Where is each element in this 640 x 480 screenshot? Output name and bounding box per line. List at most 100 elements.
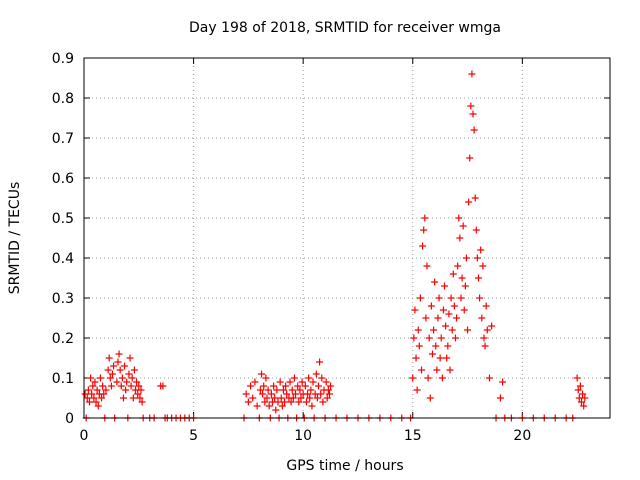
data-point xyxy=(105,354,113,362)
data-point xyxy=(289,394,297,402)
data-point xyxy=(271,394,279,402)
data-point xyxy=(460,306,468,314)
data-point xyxy=(423,262,431,270)
data-point xyxy=(483,326,491,334)
y-tick-label: 0.1 xyxy=(52,371,74,387)
data-point xyxy=(432,342,440,350)
data-point xyxy=(445,310,453,318)
data-point xyxy=(110,362,118,370)
data-point xyxy=(93,386,101,394)
data-point xyxy=(89,382,97,390)
data-point xyxy=(277,394,285,402)
data-point xyxy=(294,382,302,390)
data-point xyxy=(84,386,92,394)
data-point xyxy=(122,386,130,394)
y-tick-label: 0.7 xyxy=(52,131,74,147)
data-point xyxy=(488,322,496,330)
data-point xyxy=(260,382,268,390)
data-point xyxy=(265,402,273,410)
data-point xyxy=(102,386,110,394)
data-point xyxy=(116,366,124,374)
data-point xyxy=(281,398,289,406)
x-tick-label: 0 xyxy=(80,428,89,444)
data-point xyxy=(323,394,331,402)
data-point xyxy=(126,354,134,362)
data-point xyxy=(580,402,588,410)
data-point xyxy=(253,402,261,410)
data-point xyxy=(94,402,102,410)
y-axis-label: SRMTID / TECUs xyxy=(7,182,23,295)
data-point xyxy=(118,374,126,382)
data-point xyxy=(459,222,467,230)
x-axis-label: GPS time / hours xyxy=(286,458,403,474)
data-point xyxy=(276,378,284,386)
data-point xyxy=(130,366,138,374)
data-point xyxy=(444,342,452,350)
data-point xyxy=(461,282,469,290)
data-point xyxy=(247,382,255,390)
data-point xyxy=(307,386,315,394)
data-point xyxy=(278,402,286,410)
data-point xyxy=(114,358,122,366)
data-point xyxy=(312,370,320,378)
data-point xyxy=(425,334,433,342)
data-point xyxy=(480,334,488,342)
data-point xyxy=(415,342,423,350)
data-point xyxy=(83,394,91,402)
data-point xyxy=(420,226,428,234)
data-point xyxy=(411,306,419,314)
data-point xyxy=(291,390,299,398)
data-point xyxy=(313,394,321,402)
data-point xyxy=(259,390,267,398)
data-point xyxy=(317,390,325,398)
data-point xyxy=(422,314,430,322)
data-point xyxy=(469,110,477,118)
data-point xyxy=(316,358,324,366)
data-point xyxy=(133,378,141,386)
data-point xyxy=(263,394,271,402)
y-tick-label: 0.4 xyxy=(52,251,74,267)
data-point xyxy=(464,326,472,334)
data-point xyxy=(288,386,296,394)
data-point xyxy=(287,398,295,406)
data-point xyxy=(458,274,466,282)
data-point xyxy=(123,378,131,386)
x-tick-label: 20 xyxy=(513,428,531,444)
data-point xyxy=(258,370,266,378)
data-point xyxy=(467,102,475,110)
data-point xyxy=(273,386,281,394)
data-point xyxy=(576,382,584,390)
data-point xyxy=(442,322,450,330)
data-point xyxy=(108,370,116,378)
data-point xyxy=(115,350,123,358)
data-point xyxy=(282,382,290,390)
data-point xyxy=(129,394,137,402)
axis-ticks: 0 0.1 0.2 0.3 0.4 0.5 0.6 0.7 0.8 0.9 0 5 10 15 20 xyxy=(52,51,610,444)
data-point xyxy=(472,226,480,234)
x-tick-label: 5 xyxy=(189,428,198,444)
data-point xyxy=(443,354,451,362)
data-point xyxy=(305,374,313,382)
x-tick-label: 10 xyxy=(294,428,312,444)
data-point xyxy=(457,294,465,302)
data-point xyxy=(447,294,455,302)
data-point xyxy=(468,70,476,78)
data-points xyxy=(81,70,589,422)
data-point xyxy=(481,342,489,350)
data-point xyxy=(315,382,323,390)
data-point xyxy=(325,390,333,398)
data-point xyxy=(136,394,144,402)
data-point xyxy=(441,282,449,290)
data-point xyxy=(465,198,473,206)
data-point xyxy=(466,154,474,162)
y-tick-label: 0.6 xyxy=(52,171,74,187)
data-point xyxy=(574,386,582,394)
y-tick-label: 0.3 xyxy=(52,291,74,307)
data-point xyxy=(104,366,112,374)
data-point xyxy=(448,326,456,334)
data-point xyxy=(426,394,434,402)
data-point xyxy=(428,350,436,358)
data-point xyxy=(427,302,435,310)
chart-title: Day 198 of 2018, SRMTID for receiver wmg… xyxy=(189,20,501,36)
